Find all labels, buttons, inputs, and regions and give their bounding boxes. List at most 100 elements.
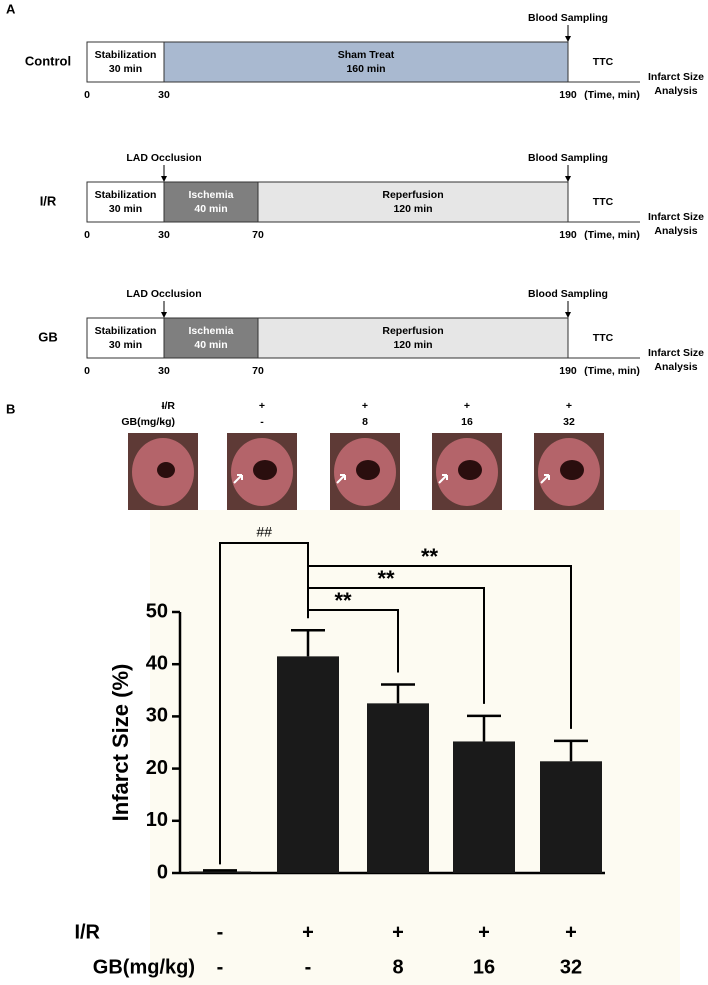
event-label: Blood Sampling xyxy=(528,152,608,164)
arrow-head xyxy=(565,312,571,318)
condition-value: 32 xyxy=(560,956,582,978)
segment-name: Reperfusion xyxy=(382,189,443,201)
condition-value: - xyxy=(260,416,264,428)
analysis: Infarct Size xyxy=(648,347,704,359)
y-tick-label: 10 xyxy=(146,809,168,831)
segment-duration: 40 min xyxy=(194,203,227,215)
tick-label: 0 xyxy=(84,229,90,241)
bar xyxy=(189,871,251,873)
bar xyxy=(367,703,429,873)
significance-label: ** xyxy=(421,544,439,569)
condition-name: I/R xyxy=(162,400,176,412)
segment-duration: 30 min xyxy=(109,63,142,75)
tick-label: 190 xyxy=(559,229,577,241)
tick-label: 70 xyxy=(252,229,264,241)
tick-label: 30 xyxy=(158,365,170,377)
analysis: Analysis xyxy=(654,85,697,97)
y-tick-label: 20 xyxy=(146,757,168,779)
tick-label: 190 xyxy=(559,89,577,101)
analysis: Infarct Size xyxy=(648,71,704,83)
condition-value: - xyxy=(217,921,224,943)
segment-duration: 30 min xyxy=(109,203,142,215)
condition-name: I/R xyxy=(74,921,100,943)
segment-duration: 40 min xyxy=(194,339,227,351)
end-step: TTC xyxy=(593,56,614,68)
significance-label: ## xyxy=(256,524,272,540)
condition-value: + xyxy=(565,921,577,943)
segment-name: Ischemia xyxy=(189,325,234,337)
condition-value: + xyxy=(478,921,490,943)
arrow-head xyxy=(565,176,571,182)
event-label: LAD Occlusion xyxy=(126,288,201,300)
arrow-head xyxy=(161,312,167,318)
arrow-head xyxy=(565,36,571,42)
segment-name: Sham Treat xyxy=(338,49,395,61)
segment-name: Stabilization xyxy=(95,189,157,201)
condition-value: 8 xyxy=(392,956,403,978)
tick-label: 0 xyxy=(84,365,90,377)
y-tick-label: 30 xyxy=(146,705,168,727)
tick-label: 70 xyxy=(252,365,264,377)
significance-bracket xyxy=(308,587,485,704)
bar xyxy=(453,741,515,873)
analysis: Analysis xyxy=(654,225,697,237)
time-unit: (Time, min) xyxy=(584,229,640,241)
significance-label: ** xyxy=(334,588,352,613)
event-label: Blood Sampling xyxy=(528,288,608,300)
segment-duration: 160 min xyxy=(346,63,385,75)
tick-label: 30 xyxy=(158,229,170,241)
event-label: Blood Sampling xyxy=(528,12,608,24)
tick-label: 30 xyxy=(158,89,170,101)
significance-label: ** xyxy=(377,566,395,591)
condition-value: - xyxy=(217,956,224,978)
segment-duration: 120 min xyxy=(393,339,432,351)
row-label: I/R xyxy=(40,193,57,208)
condition-name: GB(mg/kg) xyxy=(93,956,195,978)
segment-duration: 30 min xyxy=(109,339,142,351)
significance-bracket xyxy=(308,565,572,729)
condition-value: + xyxy=(566,400,572,412)
condition-name: GB(mg/kg) xyxy=(121,416,175,428)
heart-cavity xyxy=(157,462,175,478)
condition-value: + xyxy=(302,921,314,943)
heart-cavity xyxy=(253,460,277,480)
significance-bracket xyxy=(308,609,399,673)
condition-value: 32 xyxy=(563,416,575,428)
row-label: GB xyxy=(38,329,58,344)
heart-cavity xyxy=(458,460,482,480)
condition-value: - xyxy=(161,416,165,428)
timeline-segment xyxy=(86,41,165,83)
timeline-segment xyxy=(257,181,569,223)
analysis: Infarct Size xyxy=(648,211,704,223)
end-step: TTC xyxy=(593,332,614,344)
segment-name: Ischemia xyxy=(189,189,234,201)
panel-label: A xyxy=(6,1,16,16)
bar xyxy=(277,656,339,873)
end-step: TTC xyxy=(593,196,614,208)
tick-label: 0 xyxy=(84,89,90,101)
y-tick-label: 40 xyxy=(146,652,168,674)
infarct-arrow xyxy=(233,474,243,484)
infarct-arrow xyxy=(438,474,448,484)
timeline-segment xyxy=(86,181,165,223)
time-unit: (Time, min) xyxy=(584,365,640,377)
condition-value: 16 xyxy=(473,956,495,978)
timeline-segment xyxy=(86,317,165,359)
segment-name: Reperfusion xyxy=(382,325,443,337)
heart-cavity xyxy=(560,460,584,480)
y-tick-label: 50 xyxy=(146,600,168,622)
tick-label: 190 xyxy=(559,365,577,377)
condition-value: + xyxy=(392,921,404,943)
timeline-segment xyxy=(257,317,569,359)
heart-cavity xyxy=(356,460,380,480)
infarct-arrow xyxy=(540,474,550,484)
bar xyxy=(540,761,602,873)
condition-value: - xyxy=(305,956,312,978)
segment-name: Stabilization xyxy=(95,49,157,61)
condition-value: 16 xyxy=(461,416,473,428)
analysis: Analysis xyxy=(654,361,697,373)
condition-value: 8 xyxy=(362,416,368,428)
infarct-arrow xyxy=(336,474,346,484)
panel-label: B xyxy=(6,401,15,416)
